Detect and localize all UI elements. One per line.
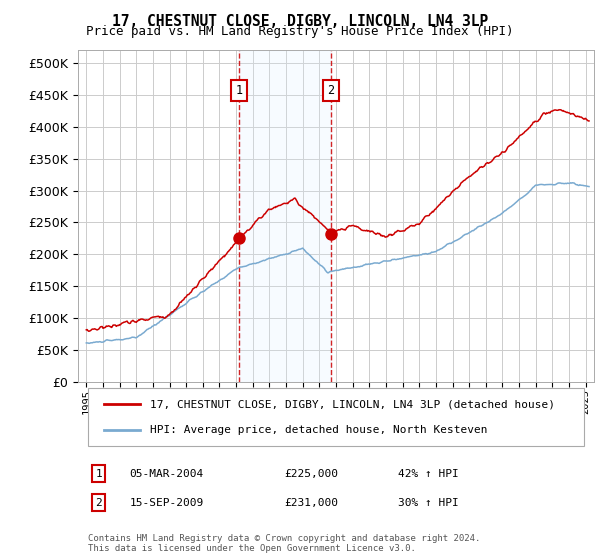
Text: 2: 2 xyxy=(95,498,102,508)
Text: 15-SEP-2009: 15-SEP-2009 xyxy=(130,498,204,508)
Text: 2: 2 xyxy=(328,83,335,97)
Text: 05-MAR-2004: 05-MAR-2004 xyxy=(130,469,204,479)
Text: 1: 1 xyxy=(95,469,102,479)
Text: 30% ↑ HPI: 30% ↑ HPI xyxy=(398,498,458,508)
Text: HPI: Average price, detached house, North Kesteven: HPI: Average price, detached house, Nort… xyxy=(150,425,488,435)
Text: £225,000: £225,000 xyxy=(284,469,338,479)
Text: Contains HM Land Registry data © Crown copyright and database right 2024.
This d: Contains HM Land Registry data © Crown c… xyxy=(88,534,481,553)
Text: 1: 1 xyxy=(235,83,242,97)
Text: 17, CHESTNUT CLOSE, DIGBY, LINCOLN, LN4 3LP: 17, CHESTNUT CLOSE, DIGBY, LINCOLN, LN4 … xyxy=(112,14,488,29)
FancyBboxPatch shape xyxy=(88,388,584,446)
Text: 42% ↑ HPI: 42% ↑ HPI xyxy=(398,469,458,479)
Text: £231,000: £231,000 xyxy=(284,498,338,508)
Text: 17, CHESTNUT CLOSE, DIGBY, LINCOLN, LN4 3LP (detached house): 17, CHESTNUT CLOSE, DIGBY, LINCOLN, LN4 … xyxy=(150,399,555,409)
Text: Price paid vs. HM Land Registry's House Price Index (HPI): Price paid vs. HM Land Registry's House … xyxy=(86,25,514,38)
Bar xyxy=(239,50,331,381)
